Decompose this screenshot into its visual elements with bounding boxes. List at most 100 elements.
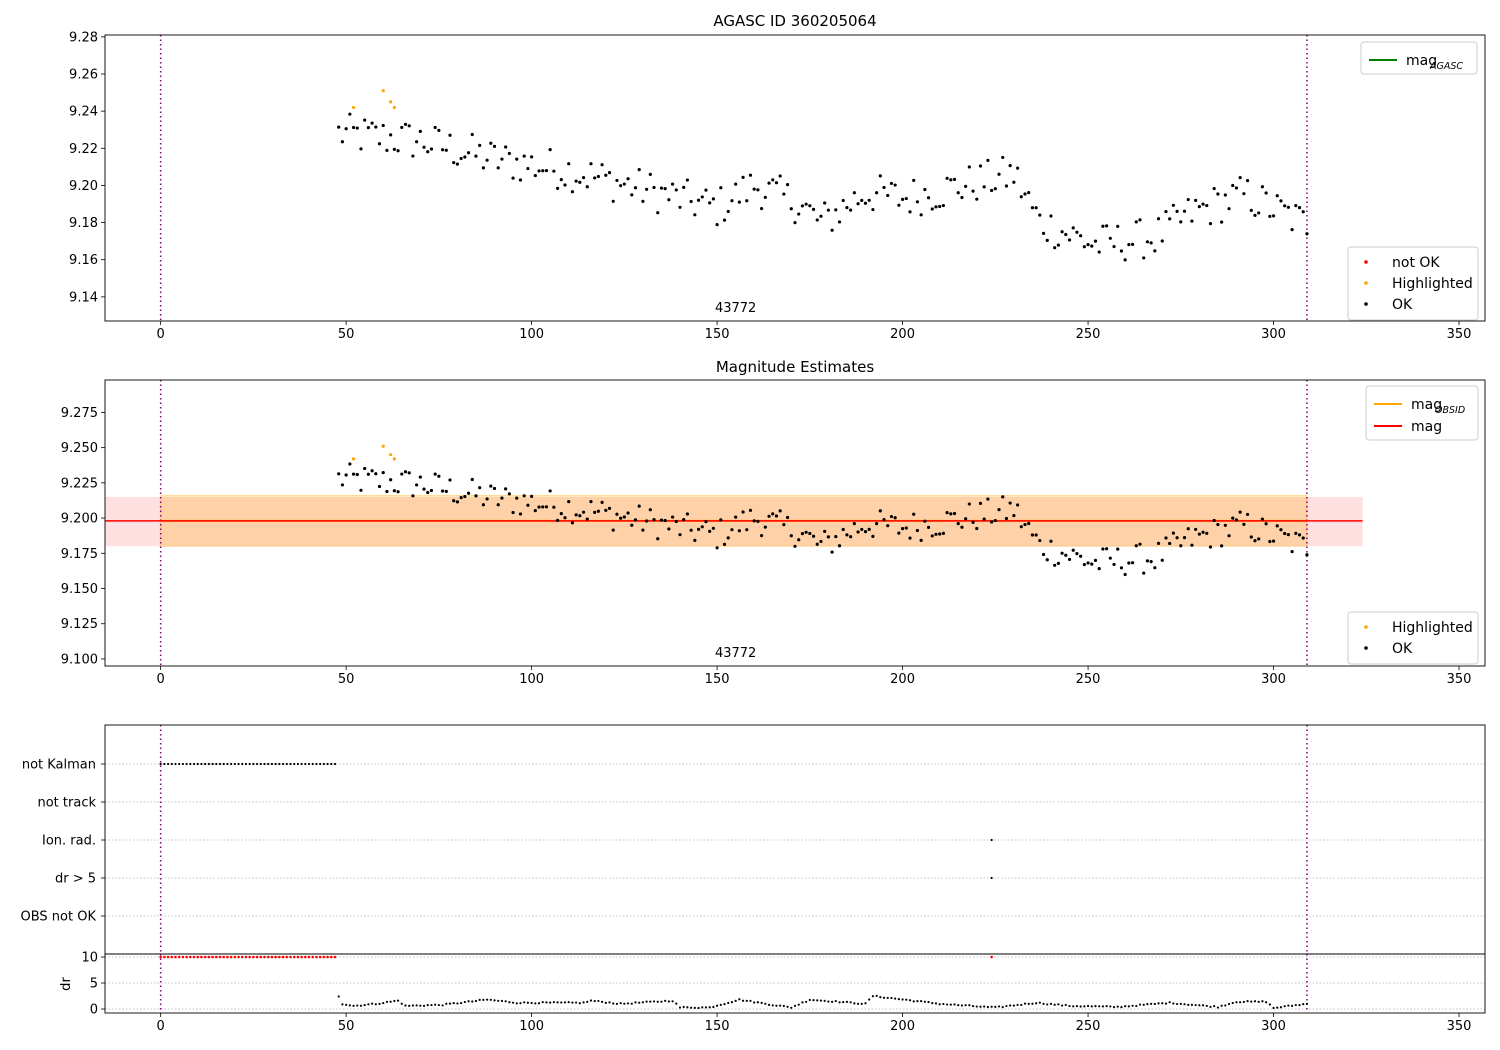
ok-point — [1023, 522, 1027, 527]
y-tick-label: 9.16 — [69, 253, 98, 268]
ok-point — [1149, 560, 1153, 564]
dr-point — [352, 1004, 355, 1008]
flag-point — [330, 762, 333, 766]
flag-point — [181, 762, 185, 766]
ok-point — [633, 518, 638, 522]
ok-point — [960, 525, 964, 529]
ok-point — [1075, 551, 1079, 556]
dr-point — [396, 999, 400, 1002]
ok-point — [1156, 541, 1161, 545]
flag-row-label: not track — [37, 796, 96, 811]
dr-point — [1083, 1005, 1086, 1008]
dr-point — [1305, 1002, 1309, 1005]
ok-point — [585, 517, 589, 521]
ok-point — [748, 173, 753, 177]
dr-point — [593, 999, 596, 1003]
ok-point — [385, 148, 389, 152]
ok-point — [808, 204, 812, 208]
ok-point — [541, 169, 545, 173]
ok-point — [912, 512, 916, 516]
ok-point — [919, 213, 923, 217]
y-tick-label: 9.26 — [69, 68, 98, 83]
dr-point — [964, 1004, 967, 1007]
dr-point — [712, 1005, 715, 1009]
ok-point — [685, 178, 690, 182]
ok-point — [351, 472, 356, 476]
ok-point — [611, 199, 615, 203]
ok-point — [1290, 550, 1294, 554]
ok-point — [1134, 220, 1138, 224]
ok-point — [589, 162, 593, 166]
dr-point — [385, 1000, 389, 1003]
dr-clipped-point — [177, 955, 181, 959]
ok-point — [852, 191, 856, 195]
ok-point — [407, 124, 411, 128]
flag-point — [196, 762, 199, 766]
legend-marker — [1364, 625, 1368, 629]
ok-point — [1015, 503, 1020, 507]
ok-point — [967, 165, 971, 169]
ok-point — [689, 199, 693, 204]
ok-point — [396, 149, 400, 153]
flag-point — [215, 762, 218, 766]
ok-point — [823, 529, 827, 534]
flag-point — [163, 762, 166, 766]
x-tick-label: 100 — [519, 672, 544, 687]
dr-clipped-point — [240, 955, 244, 959]
ok-point — [337, 472, 341, 476]
ok-point — [1234, 186, 1239, 190]
ok-point — [630, 193, 634, 197]
dr-point — [1138, 1003, 1142, 1006]
ok-point — [800, 204, 805, 208]
ok-point — [581, 510, 586, 514]
ok-point — [930, 534, 934, 538]
flag-point — [333, 762, 337, 766]
dr-point — [734, 999, 737, 1002]
dr-point — [1253, 1000, 1257, 1003]
ok-point — [389, 133, 393, 137]
ok-point — [422, 145, 426, 149]
dr-point — [578, 1002, 581, 1005]
ok-point — [418, 475, 422, 479]
dr-point — [1242, 1000, 1245, 1004]
ok-point — [422, 487, 426, 491]
ok-point — [952, 177, 957, 181]
ok-point — [834, 208, 838, 212]
flag-point — [289, 762, 292, 766]
dr-clipped-point — [292, 955, 296, 959]
ok-point — [1153, 249, 1157, 253]
ok-point — [860, 527, 864, 532]
ok-point — [949, 512, 953, 516]
dr-clipped-point — [166, 955, 170, 959]
dr-point — [819, 999, 823, 1002]
ok-point — [567, 162, 571, 166]
ok-point — [715, 546, 719, 550]
ok-point — [811, 534, 816, 538]
ok-point — [704, 520, 708, 524]
dr-point — [404, 1004, 407, 1007]
ok-point — [1053, 563, 1057, 567]
ok-point — [982, 185, 986, 189]
ok-point — [763, 195, 767, 199]
ok-point — [589, 500, 593, 504]
dr-point — [960, 1004, 964, 1007]
ok-point — [1275, 524, 1279, 528]
ok-point — [882, 518, 886, 522]
ok-point — [344, 473, 348, 477]
ok-point — [440, 148, 445, 152]
dr-point — [1094, 1005, 1097, 1008]
dr-point — [556, 1001, 559, 1004]
ok-point — [741, 510, 745, 514]
ok-point — [774, 181, 779, 185]
ok-point — [964, 517, 968, 521]
dr-point — [1116, 1005, 1119, 1008]
dr-point — [849, 1001, 852, 1004]
ok-point — [964, 184, 968, 188]
ok-point — [756, 519, 760, 524]
dr-point — [400, 1002, 403, 1005]
dr-clipped-point — [214, 955, 218, 959]
ok-point — [659, 518, 664, 522]
dr-point — [523, 1001, 526, 1004]
ok-point — [1264, 191, 1268, 195]
ok-point — [470, 477, 474, 482]
